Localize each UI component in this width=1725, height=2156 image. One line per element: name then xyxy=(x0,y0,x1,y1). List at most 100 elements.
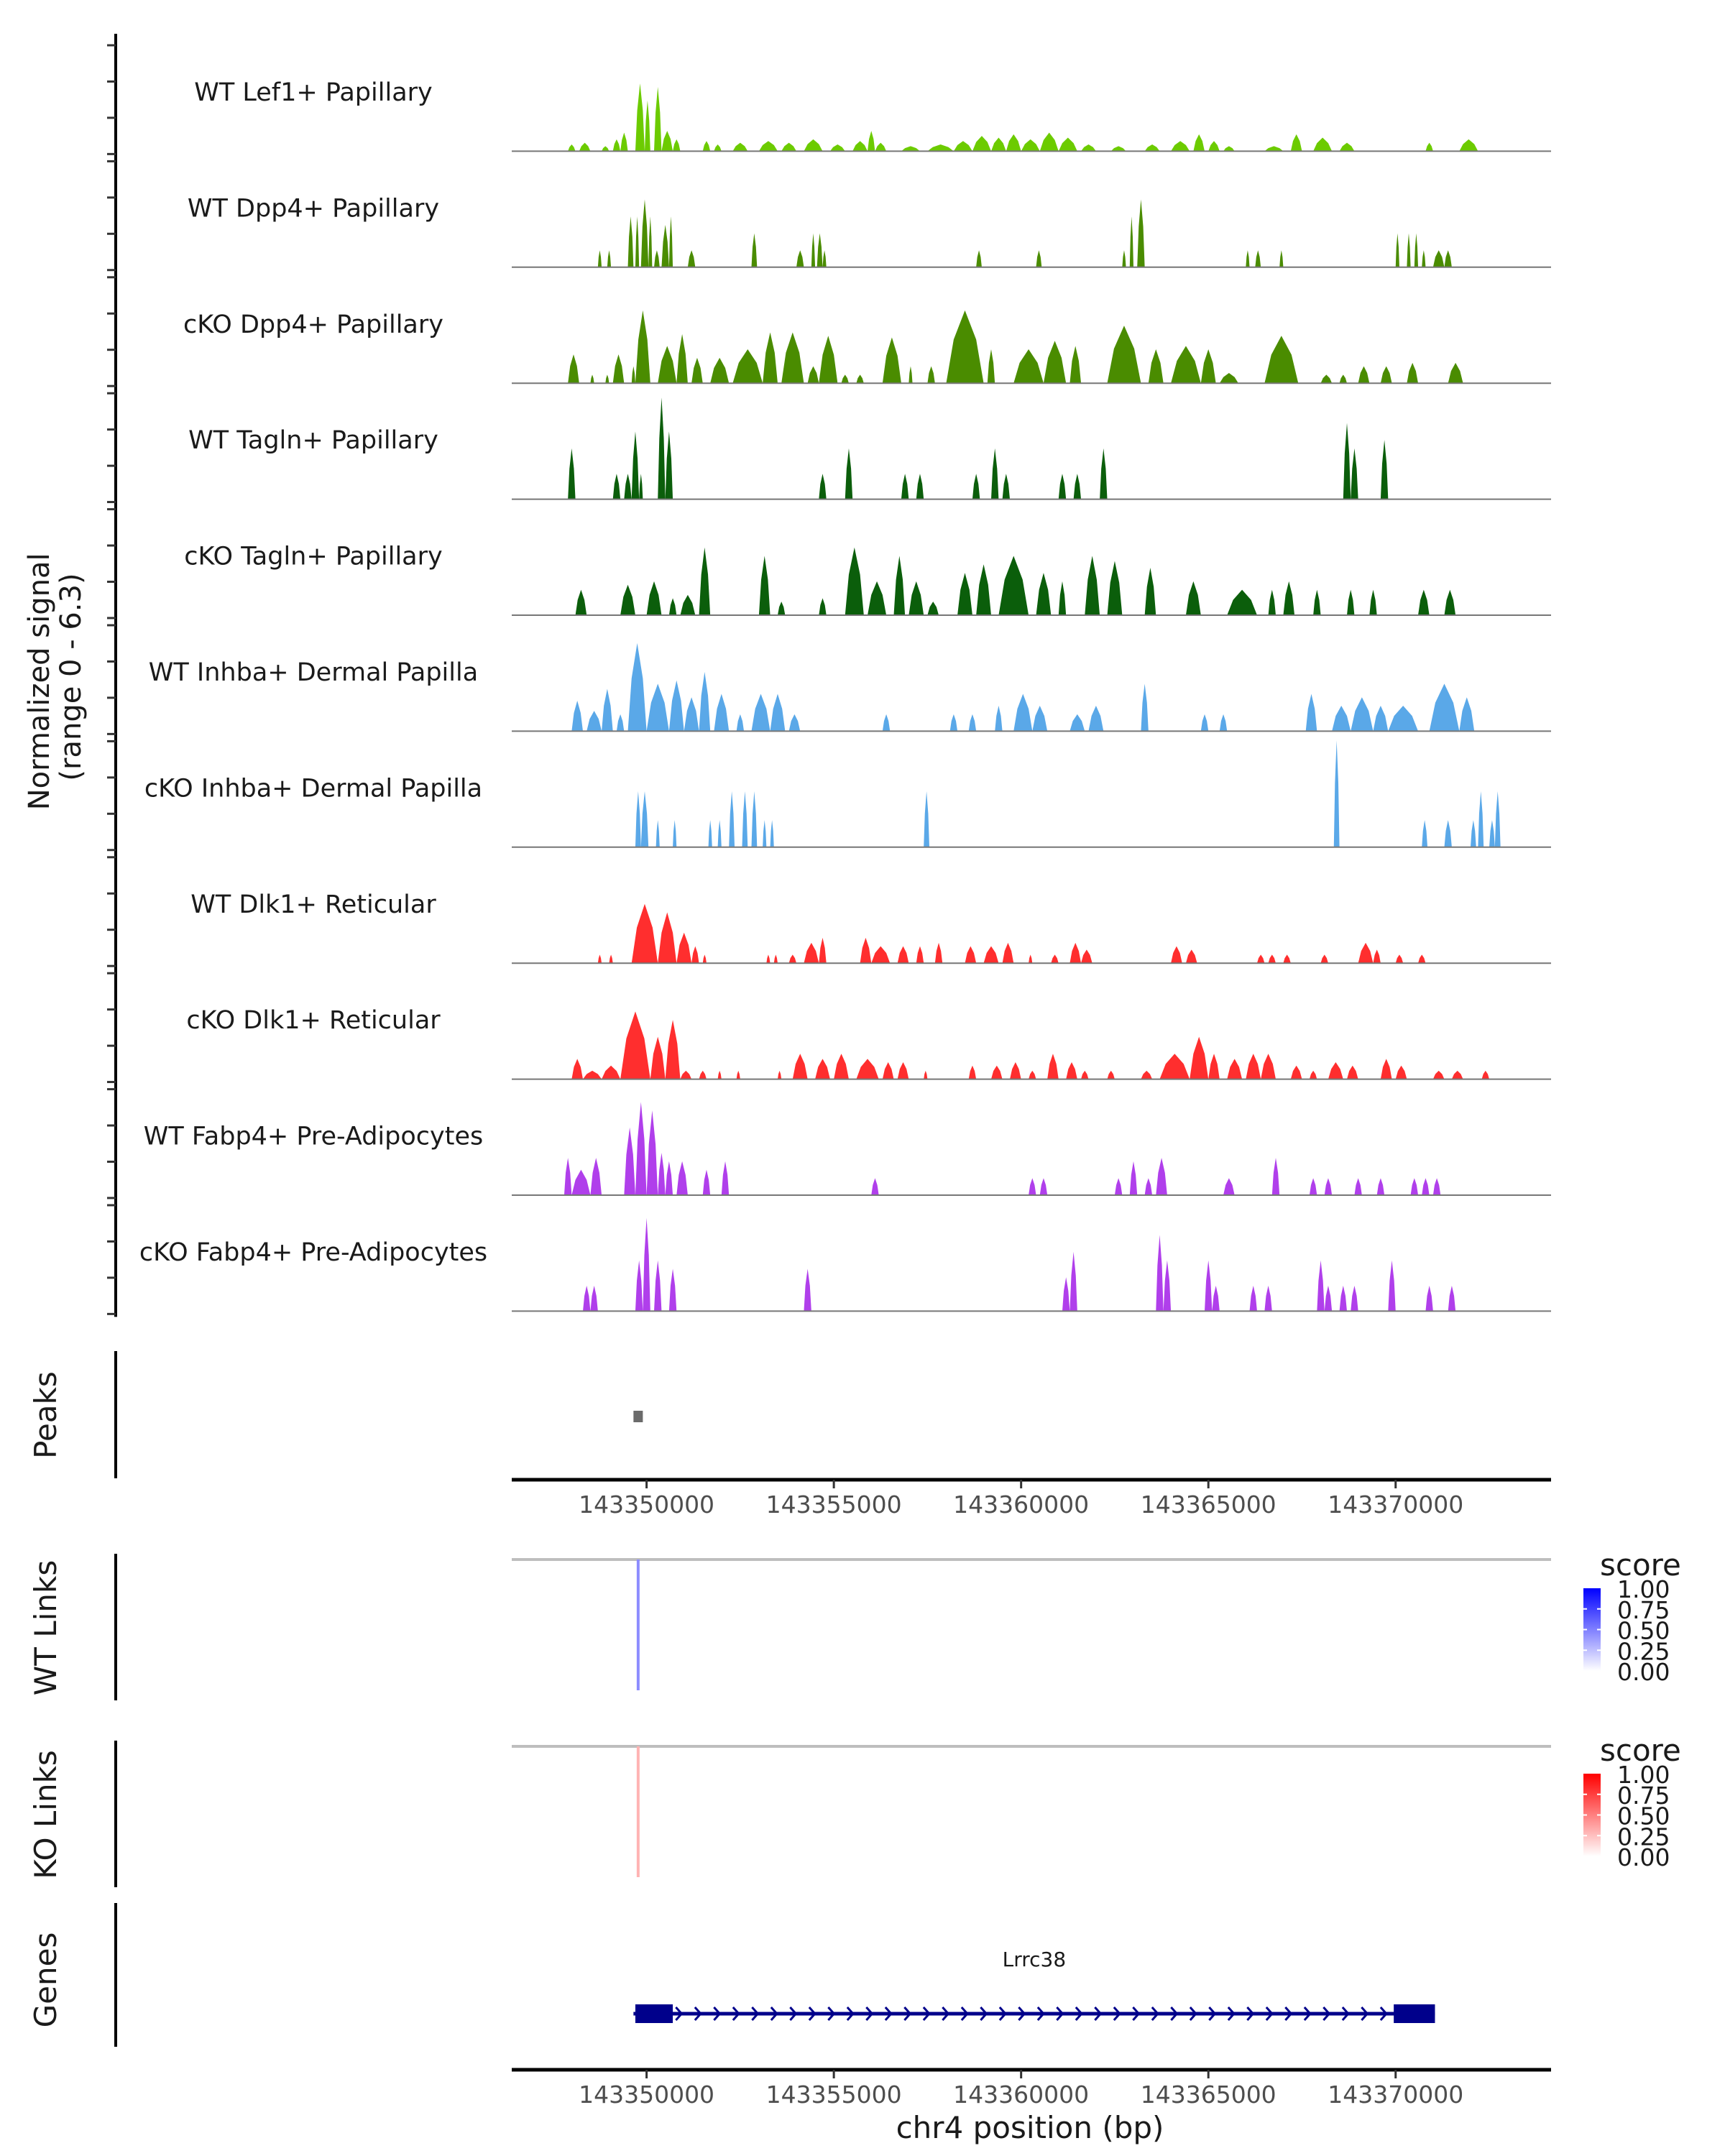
signal-peak xyxy=(1470,820,1476,847)
signal-peak xyxy=(1358,366,1370,384)
signal-peak xyxy=(1058,581,1067,615)
signal-peak xyxy=(1081,949,1092,964)
signal-peak xyxy=(1227,589,1257,615)
track-label: WT Inhba+ Dermal Papilla xyxy=(149,658,478,687)
signal-peak xyxy=(668,598,677,615)
signal-peak xyxy=(661,224,669,267)
signal-peak xyxy=(665,1161,673,1195)
signal-peak xyxy=(882,337,901,384)
signal-peak xyxy=(643,1217,650,1312)
signal-peak xyxy=(1144,1178,1153,1195)
signal-peak xyxy=(946,310,984,384)
signal-peak xyxy=(1141,1070,1153,1079)
signal-peak xyxy=(901,474,909,499)
signal-peak xyxy=(1107,1070,1115,1079)
signal-peak xyxy=(1029,1070,1036,1079)
signal-peak xyxy=(1422,820,1428,847)
signal-peak xyxy=(635,1102,647,1195)
signal-peak xyxy=(1339,374,1348,384)
signal-peak xyxy=(763,332,778,384)
signal-peak xyxy=(648,216,653,267)
peak-region xyxy=(633,1411,643,1422)
signal-peak xyxy=(717,1070,722,1079)
signal-peak xyxy=(676,1161,688,1195)
track-label: WT Dpp4+ Papillary xyxy=(188,194,439,223)
signal-peak xyxy=(1122,250,1126,267)
signal-peak xyxy=(1107,326,1141,384)
track-label: cKO Dlk1+ Reticular xyxy=(186,1006,441,1035)
signal-peak xyxy=(845,448,853,499)
signal-peak xyxy=(796,250,804,267)
strand-arrow-icon xyxy=(1113,2007,1121,2021)
genes-label: Genes xyxy=(28,1932,63,2028)
signal-peak xyxy=(856,1059,879,1079)
signal-peak xyxy=(640,199,649,267)
legend-tick-label: 0.00 xyxy=(1617,1843,1670,1871)
signal-peak xyxy=(635,1260,643,1312)
signal-peak xyxy=(897,1062,909,1079)
signal-peak xyxy=(1290,134,1302,152)
signal-peak xyxy=(1268,589,1276,615)
signal-peak xyxy=(1459,697,1475,732)
signal-peak xyxy=(916,474,924,499)
genes-track: Lrrc38 xyxy=(633,1948,1435,2023)
signal-peak xyxy=(635,310,650,384)
signal-peak xyxy=(656,820,660,847)
signal-peak xyxy=(1081,144,1096,152)
signal-peak xyxy=(882,714,891,732)
strand-arrow-icon xyxy=(1265,2007,1274,2021)
x-tick-label: 143350000 xyxy=(579,2081,714,2109)
signal-peak xyxy=(1006,134,1021,152)
signal-peak xyxy=(908,366,913,384)
track: cKO Fabp4+ Pre-Adipocytes xyxy=(139,1217,1551,1312)
signal-peak xyxy=(819,937,827,964)
signal-peak xyxy=(714,694,730,732)
track-label: cKO Tagln+ Papillary xyxy=(184,543,443,571)
signal-peak xyxy=(605,374,610,384)
legend-tick-label: 0.00 xyxy=(1617,1658,1670,1686)
signal-peak xyxy=(953,141,972,152)
signal-peak xyxy=(612,474,621,499)
legend-title: score xyxy=(1600,1733,1681,1768)
signal-peak xyxy=(658,346,677,384)
signal-peak xyxy=(609,954,613,964)
signal-peak xyxy=(1085,556,1100,615)
signal-peak xyxy=(1021,139,1040,152)
signal-peak xyxy=(654,250,660,267)
strand-arrow-icon xyxy=(694,2007,702,2021)
signal-peak xyxy=(635,83,645,152)
signal-peak xyxy=(646,1110,658,1195)
signal-peak xyxy=(781,142,797,152)
signal-peak xyxy=(673,139,681,152)
signal-peak xyxy=(1317,1260,1325,1312)
legend-tick-label: 0.25 xyxy=(1617,1823,1670,1851)
signal-peak xyxy=(770,694,786,732)
signal-peak xyxy=(635,216,640,267)
signal-peak xyxy=(1313,137,1333,152)
strand-arrow-icon xyxy=(713,2007,722,2021)
signal-peak xyxy=(1212,1286,1220,1312)
strand-arrow-icon xyxy=(1322,2007,1331,2021)
signal-peak xyxy=(684,697,699,732)
signal-peak xyxy=(602,146,610,152)
signal-peak xyxy=(927,144,954,152)
signal-peak xyxy=(568,144,576,152)
signal-peak xyxy=(602,688,613,732)
legend-tick-label: 1.00 xyxy=(1617,1575,1670,1603)
peaks-track xyxy=(633,1411,643,1422)
signal-peak xyxy=(1205,1260,1213,1312)
signal-peak xyxy=(680,594,696,615)
signal-peak xyxy=(1039,1178,1048,1195)
signal-peak xyxy=(676,333,688,384)
signal-peak xyxy=(571,1059,584,1079)
strand-arrow-icon xyxy=(827,2007,836,2021)
signal-peak xyxy=(687,250,696,267)
legend-tick-label: 0.75 xyxy=(1617,1782,1670,1810)
strand-arrow-icon xyxy=(1036,2007,1045,2021)
signal-peak xyxy=(758,141,778,152)
track: cKO Dpp4+ Papillary xyxy=(183,310,1551,384)
signal-peak xyxy=(1347,589,1355,615)
signal-peak xyxy=(924,791,930,847)
signal-peak xyxy=(668,216,673,267)
